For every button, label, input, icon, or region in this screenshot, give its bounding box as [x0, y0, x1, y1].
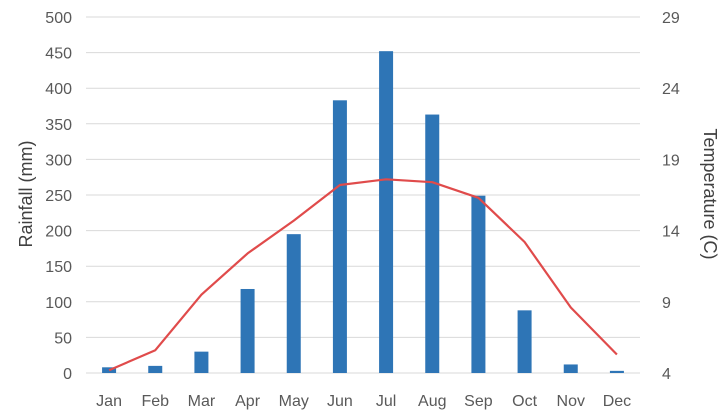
- gridlines: [86, 16, 640, 374]
- rainfall-bar-jul: [379, 51, 394, 374]
- rainfall-bar-may: [286, 234, 301, 373]
- rainfall-bar-mar: [194, 351, 209, 373]
- left-axis-ticks: 0 50 100 150 200 250 300 350 400 450 500: [45, 10, 72, 383]
- x-tick-label: Feb: [141, 393, 169, 410]
- y2-tick-label: 14: [662, 224, 680, 241]
- x-tick-label: Mar: [188, 393, 216, 410]
- right-axis-ticks: 4 9 14 19 24 29: [662, 10, 680, 383]
- y2-tick-label: 4: [662, 366, 671, 383]
- y-tick-label: 0: [63, 366, 72, 383]
- y-tick-label: 100: [45, 295, 72, 312]
- x-tick-label: Sep: [464, 393, 493, 410]
- rainfall-bar-dec: [609, 370, 624, 373]
- x-tick-label: May: [279, 393, 309, 410]
- y-tick-label: 400: [45, 81, 72, 98]
- x-tick-label: Oct: [512, 393, 537, 410]
- y2-tick-label: 19: [662, 152, 680, 169]
- rainfall-bar-aug: [425, 114, 440, 373]
- rainfall-bar-feb: [148, 365, 163, 373]
- x-axis-ticks: Jan Feb Mar Apr May Jun Jul Aug Sep Oct Nov Dec: [96, 393, 631, 410]
- x-tick-label: Nov: [557, 393, 585, 410]
- y-tick-label: 300: [45, 152, 72, 169]
- temperature-line: [108, 178, 618, 372]
- y-tick-label: 200: [45, 224, 72, 241]
- y-tick-label: 150: [45, 259, 72, 276]
- y-tick-label: 500: [45, 10, 72, 27]
- y2-tick-label: 29: [662, 10, 680, 27]
- x-tick-label: Jul: [376, 393, 396, 410]
- rainfall-bar-jun: [332, 100, 347, 373]
- y2-axis-title: Temperature (C): [700, 128, 720, 259]
- y-tick-label: 450: [45, 46, 72, 63]
- rainfall-bar-apr: [240, 288, 255, 373]
- y-axis-title: Rainfall (mm): [16, 140, 36, 247]
- x-tick-label: Apr: [235, 393, 261, 410]
- x-tick-label: Dec: [603, 393, 631, 410]
- x-tick-label: Jan: [96, 393, 122, 410]
- y2-tick-label: 24: [662, 81, 680, 98]
- x-tick-label: Jun: [327, 393, 353, 410]
- x-tick-label: Aug: [418, 393, 446, 410]
- y2-tick-label: 9: [662, 295, 671, 312]
- rainfall-bar-sep: [471, 195, 486, 373]
- y-tick-label: 250: [45, 188, 72, 205]
- y-tick-label: 50: [54, 330, 72, 347]
- y-tick-label: 350: [45, 117, 72, 134]
- rainfall-bars: [102, 51, 624, 374]
- rainfall-bar-nov: [563, 364, 578, 373]
- rainfall-bar-oct: [517, 310, 532, 373]
